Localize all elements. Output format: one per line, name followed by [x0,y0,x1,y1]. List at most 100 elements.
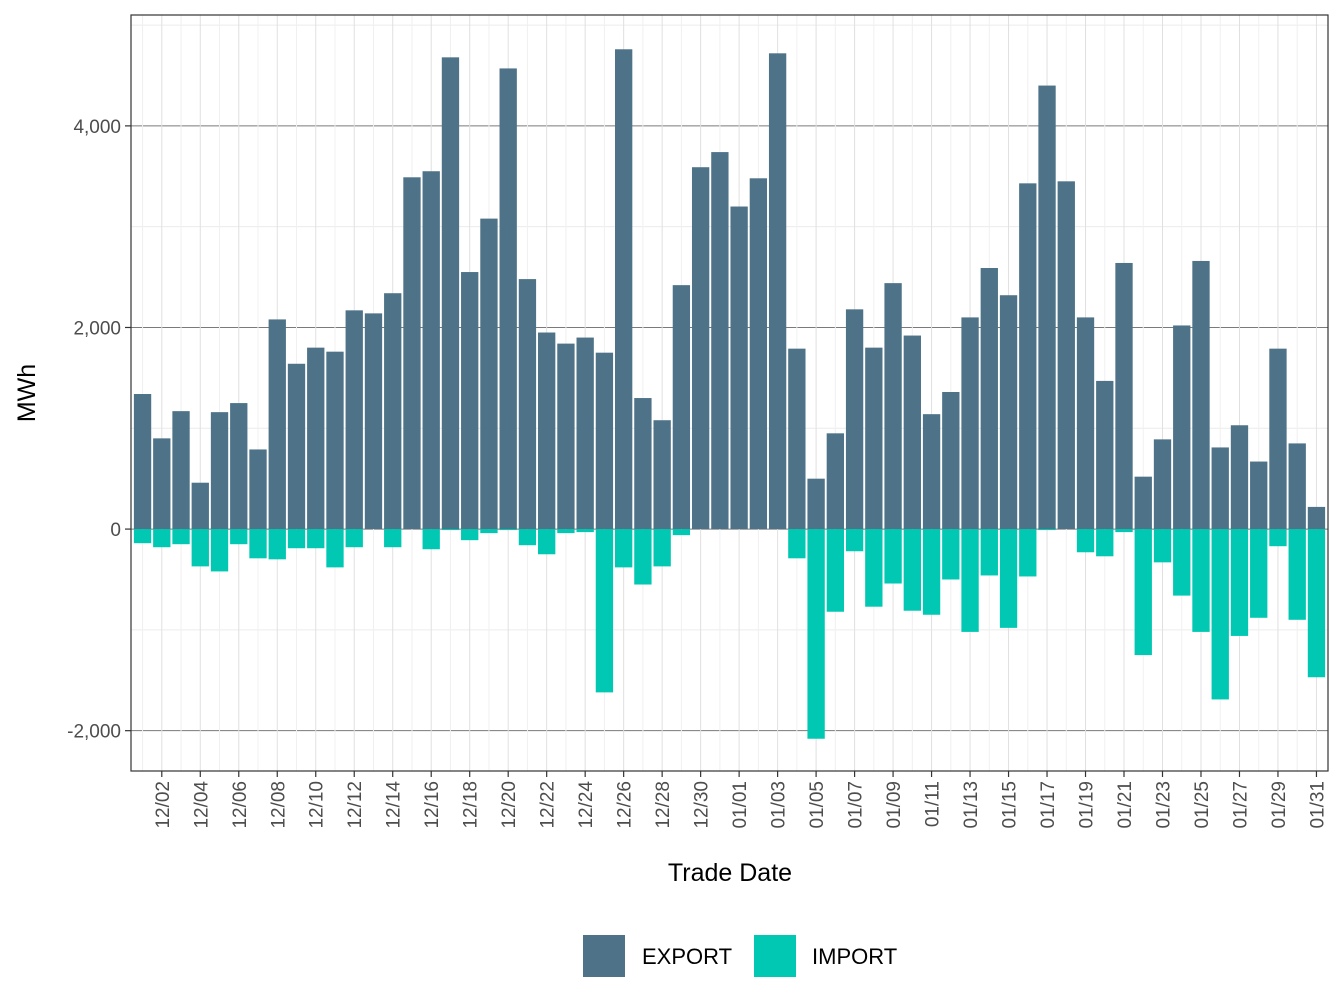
x-tick-label: 12/10 [307,781,328,829]
x-tick-label: 12/08 [268,781,289,829]
bar-export-12-16 [422,171,440,530]
bar-export-01-20 [1096,380,1114,530]
legend: EXPORT IMPORT [583,935,897,977]
bar-export-12-13 [364,313,383,530]
bar-import-01-22 [1134,529,1152,656]
bar-import-01-20 [1096,529,1114,557]
bar-import-01-08 [865,529,883,607]
x-tick-label: 01/05 [807,781,828,829]
grid [131,15,1328,771]
x-tick-label: 01/29 [1269,781,1290,829]
x-tick-label: 01/13 [961,781,982,829]
x-tick-label: 01/21 [1115,781,1136,829]
bar-import-12-11 [326,529,344,568]
bar-import-01-28 [1250,529,1268,618]
x-axis-title: Trade Date [668,859,792,887]
x-tick-label: 01/01 [730,781,751,829]
y-axis-title: MWh [13,364,41,422]
bar-export-12-04 [191,482,209,530]
x-tick-label: 12/22 [538,781,559,829]
bar-export-01-13 [961,317,979,530]
bar-export-01-23 [1153,439,1172,530]
bar-export-12-23 [557,343,575,530]
bar-import-12-16 [422,529,440,550]
bar-export-01-15 [999,295,1018,530]
legend-swatch-export [583,935,625,977]
y-tick-label: 0 [110,520,121,541]
x-tick-label: 12/06 [230,781,251,829]
bar-export-01-30 [1288,443,1306,530]
bar-export-01-28 [1250,461,1268,530]
bar-export-12-01 [133,394,152,530]
bar-import-12-14 [384,529,402,548]
bar-export-01-03 [768,53,787,530]
bar-export-01-31 [1307,506,1326,530]
bar-export-01-08 [865,347,883,530]
bar-import-12-17 [441,529,460,531]
x-tick-label: 01/09 [884,781,905,829]
bar-export-12-25 [595,352,614,530]
bar-export-12-07 [249,449,267,530]
bar-import-12-26 [614,529,633,568]
panel-border [130,14,1329,772]
bar-export-01-04 [788,348,806,530]
bar-import-01-15 [999,529,1018,628]
x-tick-label: 12/04 [191,781,212,829]
bar-import-01-27 [1230,529,1249,636]
bar-import-01-23 [1153,529,1172,563]
bar-import-12-01 [133,529,152,544]
bar-import-01-10 [903,529,921,611]
bar-export-12-15 [403,177,421,530]
x-tick-label: 12/20 [499,781,520,829]
x-tick-label: 01/15 [1000,781,1021,829]
bar-import-12-19 [480,529,498,534]
x-tick-label: 01/27 [1230,781,1251,829]
bar-import-12-23 [557,529,575,534]
x-tick-label: 12/02 [153,781,174,829]
bar-export-12-08 [268,319,286,530]
bar-import-12-10 [307,529,325,549]
bar-export-01-18 [1057,181,1075,530]
bar-import-12-12 [345,529,363,548]
bar-export-12-19 [480,218,498,530]
bar-export-12-06 [230,403,248,530]
bar-export-12-17 [441,57,460,530]
bar-export-01-06 [826,433,845,530]
bar-export-12-10 [307,347,325,530]
bar-export-01-22 [1134,476,1152,530]
bar-export-01-17 [1038,85,1056,530]
bar-export-12-12 [345,310,363,530]
bar-export-12-24 [576,337,594,530]
bar-import-01-11 [922,529,941,615]
x-tick-label: 12/24 [576,781,597,829]
bar-export-01-27 [1230,425,1249,530]
bar-import-01-16 [1019,529,1037,577]
bar-export-12-27 [634,398,652,530]
bar-import-01-13 [961,529,979,632]
bar-import-01-31 [1307,529,1326,678]
y-tick-label: 2,000 [73,318,121,339]
bar-import-12-09 [287,529,306,549]
y-tick-label: 4,000 [73,117,121,138]
bar-export-12-30 [691,167,710,530]
bar-import-01-14 [980,529,998,576]
bar-import-01-05 [807,529,825,739]
x-tick-label: 01/19 [1077,781,1098,829]
bar-export-01-02 [749,178,768,530]
bar-import-12-20 [499,529,517,531]
y-tick-label: -2,000 [67,722,121,743]
x-tick-label: 01/25 [1192,781,1213,829]
bar-import-12-07 [249,529,267,559]
bar-import-12-06 [230,529,248,545]
bar-export-12-05 [210,412,229,530]
bar-export-01-09 [884,283,902,530]
x-tick-label: 01/11 [923,781,944,827]
bar-export-12-14 [384,293,402,530]
bar-import-01-30 [1288,529,1306,620]
bar-export-12-03 [172,411,190,530]
bar-export-01-05 [807,478,825,530]
bar-export-01-12 [942,391,960,530]
x-tick-label: 01/23 [1153,781,1174,829]
bar-export-12-22 [538,332,556,530]
